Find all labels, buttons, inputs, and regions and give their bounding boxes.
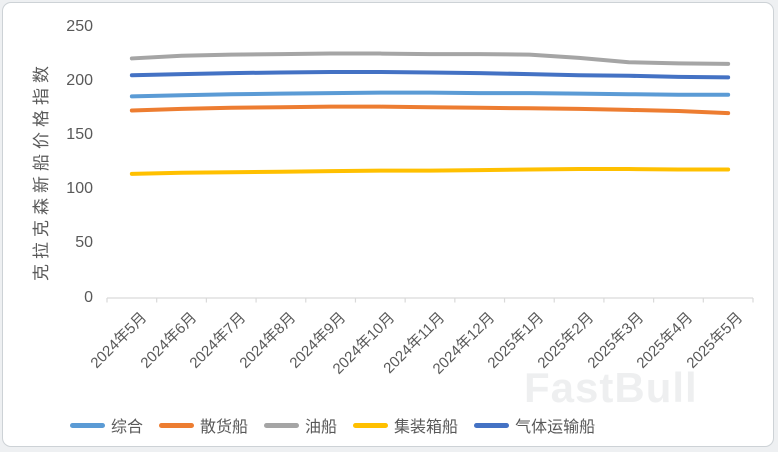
series-line-油船 bbox=[129, 51, 731, 66]
legend-item-综合: 综合 bbox=[70, 413, 143, 437]
legend-label: 综合 bbox=[111, 419, 144, 436]
y-tick-label: 250 bbox=[66, 17, 93, 35]
series-line-集装箱船 bbox=[129, 167, 731, 176]
legend-label: 集装箱船 bbox=[394, 419, 459, 436]
legend-label: 油船 bbox=[305, 419, 338, 436]
legend-label: 散货船 bbox=[200, 419, 249, 436]
legend-item-散货船: 散货船 bbox=[159, 413, 248, 437]
legend-label: 气体运输船 bbox=[515, 419, 596, 436]
y-axis-title: 克拉克森新船价格指数 bbox=[32, 61, 51, 281]
legend-swatch-icon bbox=[474, 422, 510, 428]
series-line-气体运输船 bbox=[129, 69, 731, 80]
y-tick-label: 0 bbox=[84, 288, 93, 306]
series-line-综合 bbox=[129, 90, 731, 99]
legend-swatch-icon bbox=[264, 422, 300, 428]
legend-swatch-icon bbox=[159, 422, 195, 428]
y-tick-label: 200 bbox=[66, 71, 93, 89]
legend-swatch-icon bbox=[353, 422, 389, 428]
y-tick-label: 100 bbox=[66, 180, 93, 198]
legend-item-气体运输船: 气体运输船 bbox=[474, 413, 595, 437]
watermark-text: FastBull bbox=[524, 364, 698, 411]
chart-legend: 综合 散货船 油船 集装箱船 气体运输船 bbox=[70, 413, 595, 437]
legend-item-集装箱船: 集装箱船 bbox=[353, 413, 458, 437]
legend-swatch-icon bbox=[70, 422, 105, 428]
y-tick-label: 50 bbox=[75, 234, 93, 252]
legend-item-油船: 油船 bbox=[264, 413, 337, 437]
y-tick-label: 150 bbox=[66, 125, 93, 143]
series-line-散货船 bbox=[129, 104, 731, 116]
